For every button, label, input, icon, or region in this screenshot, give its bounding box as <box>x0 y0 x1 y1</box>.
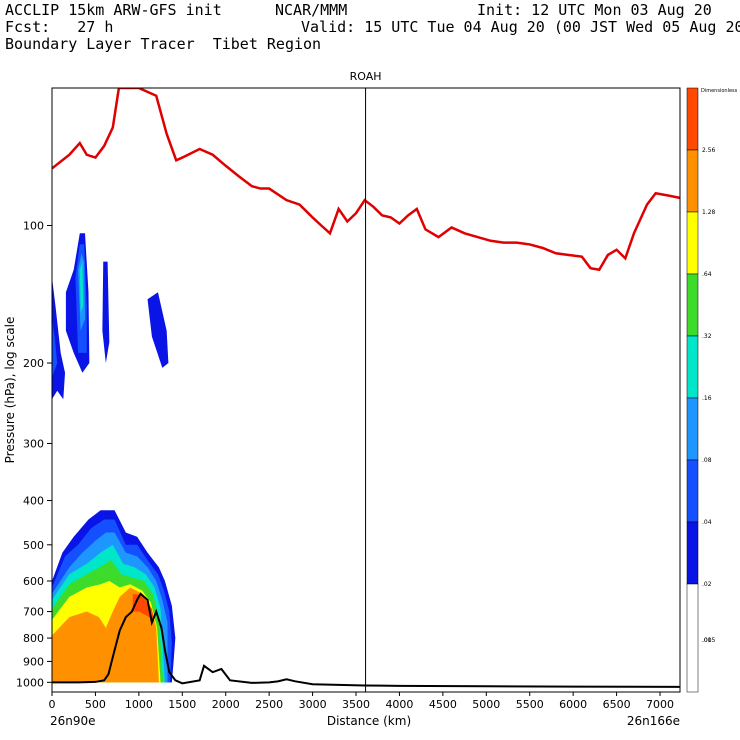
x-tick-label: 3500 <box>342 698 370 711</box>
center-label: NCAR/MMM <box>275 1 348 19</box>
x-tick-label: 1000 <box>125 698 153 711</box>
x-tick-label: 0 <box>49 698 56 711</box>
x-tick-label: 500 <box>85 698 106 711</box>
x-tick-label: 3000 <box>299 698 327 711</box>
x-start-label: 26n90e <box>50 714 96 728</box>
init-time: Init: 12 UTC Mon 03 Aug 20 <box>477 1 712 19</box>
y-tick-label: 1000 <box>16 676 44 689</box>
y-tick-label: 400 <box>23 495 44 508</box>
y-tick-label: 900 <box>23 655 44 668</box>
y-axis: 100 200 300 400 500 600 700 800 900 1000 <box>16 220 52 689</box>
colorbar-level-label: .64 <box>702 271 712 278</box>
colorbar-level-label: 2.56 <box>702 147 716 154</box>
x-tick-label: 6000 <box>559 698 587 711</box>
tracer-region-14 <box>102 261 110 364</box>
x-tick-label: 7000 <box>646 698 674 711</box>
x-tick-label: 2000 <box>212 698 240 711</box>
colorbar-band-white <box>686 583 699 693</box>
colorbar-band-1 <box>686 149 699 213</box>
colorbar-level-label: .01 <box>702 637 712 644</box>
colorbar-band-6 <box>686 459 699 523</box>
forecast-hour: Fcst: 27 h <box>5 18 114 36</box>
colorbar-band-4 <box>686 335 699 399</box>
tracer-region-13 <box>52 318 58 378</box>
y-tick-label: 600 <box>23 575 44 588</box>
y-tick-label: 100 <box>23 220 44 233</box>
colorbar-level-label: .04 <box>702 519 712 526</box>
x-tick-label: 2500 <box>255 698 283 711</box>
terrain-line <box>52 592 680 688</box>
colorbar-level-label: .005 <box>702 637 716 644</box>
colorbar-band-5 <box>686 397 699 461</box>
colorbar-band-3 <box>686 273 699 337</box>
y-tick-label: 800 <box>23 632 44 645</box>
x-tick-label: 5000 <box>472 698 500 711</box>
y-axis-label: Pressure (hPa), log scale <box>3 317 17 464</box>
station-label: ROAH <box>350 70 382 83</box>
run-title: ACCLIP 15km ARW-GFS init <box>5 1 222 19</box>
colorbar-level-label: .02 <box>702 581 712 588</box>
colorbar-level-label: .16 <box>702 395 712 402</box>
x-tick-label: 4500 <box>429 698 457 711</box>
x-axis-label: Distance (km) <box>327 714 411 728</box>
y-tick-label: 700 <box>23 606 44 619</box>
tracer-region-7 <box>132 593 155 623</box>
colorbar-level-label: .08 <box>702 457 712 464</box>
y-tick-label: 300 <box>23 437 44 450</box>
y-tick-label: 500 <box>23 539 44 552</box>
valid-time: Valid: 15 UTC Tue 04 Aug 20 (00 JST Wed … <box>301 18 740 36</box>
colorbar-band-0 <box>686 87 699 151</box>
tracer-region-16 <box>147 292 169 368</box>
colorbar-band-2 <box>686 211 699 275</box>
x-axis: 0 500 1000 1500 2000 2500 3000 3500 4000 4500 5000… <box>49 692 674 711</box>
plot-frame <box>51 87 681 693</box>
colorbar-level-label: 1.28 <box>702 209 716 216</box>
colorbar-title: Dimensionless <box>701 88 738 94</box>
x-tick-label: 6500 <box>603 698 631 711</box>
line-series <box>52 88 680 688</box>
x-end-label: 26n166e <box>627 714 680 728</box>
tracer-region-12 <box>52 277 66 400</box>
x-tick-label: 4000 <box>385 698 413 711</box>
colorbar-band-7 <box>686 521 699 585</box>
x-tick-label: 5500 <box>516 698 544 711</box>
x-tick-label: 1500 <box>168 698 196 711</box>
tropopause-line <box>52 88 680 272</box>
colorbar: Dimensionless 2.56 1.28 .64 .32 .16 .08 .04 .02.… <box>686 87 738 693</box>
tracer-region-11 <box>79 261 84 313</box>
colorbar-level-label: .32 <box>702 333 712 340</box>
y-tick-label: 200 <box>23 357 44 370</box>
field-name: Boundary Layer Tracer Tibet Region <box>5 35 322 53</box>
